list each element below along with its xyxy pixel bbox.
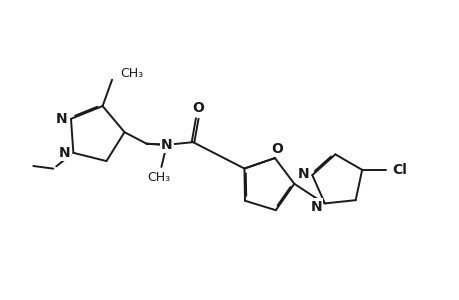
- Text: O: O: [192, 101, 204, 115]
- Text: N: N: [297, 167, 308, 181]
- Text: N: N: [58, 146, 70, 160]
- Text: CH₃: CH₃: [120, 67, 143, 80]
- Text: O: O: [271, 142, 283, 156]
- Text: CH₃: CH₃: [147, 171, 170, 184]
- Text: N: N: [56, 112, 67, 126]
- Text: N: N: [310, 200, 322, 214]
- Text: N: N: [161, 138, 172, 152]
- Text: Cl: Cl: [392, 163, 406, 177]
